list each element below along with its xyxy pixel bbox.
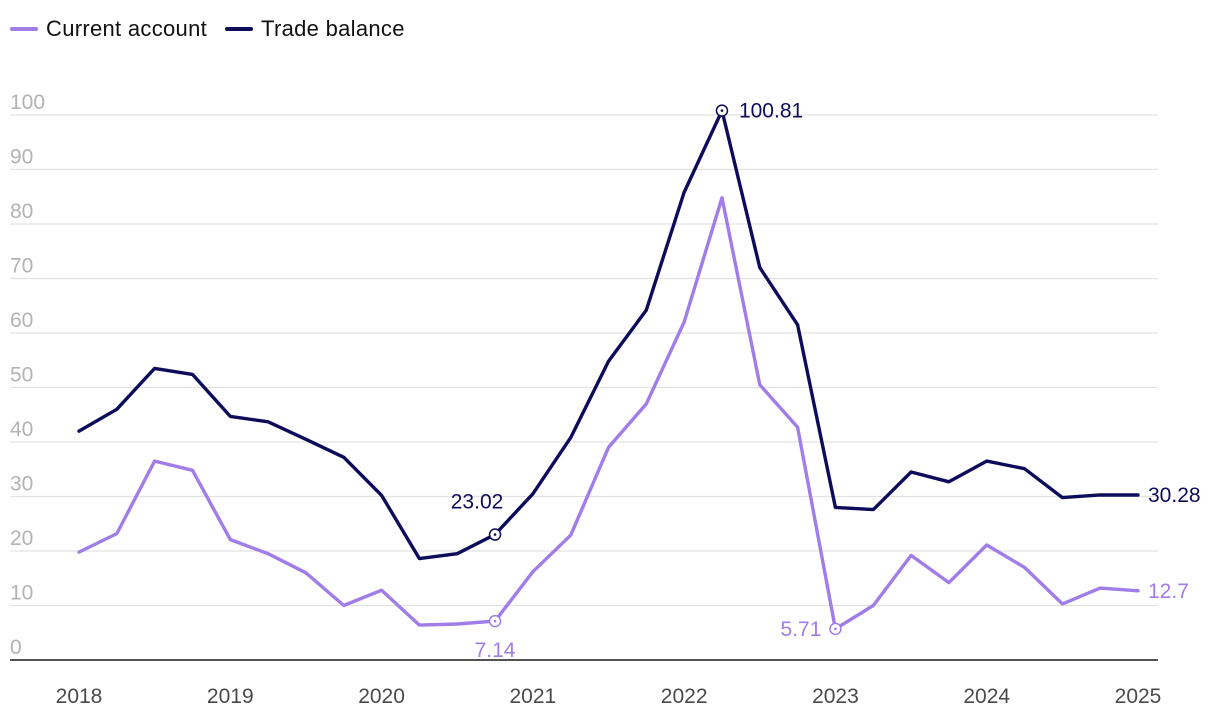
series-line-trade-balance[interactable]	[77, 108, 1140, 561]
legend-item-trade-balance[interactable]: Trade balance	[225, 16, 405, 42]
data-label: 7.14	[475, 639, 516, 662]
x-tick-label: 2024	[963, 685, 1010, 708]
x-tick-label: 2025	[1115, 685, 1162, 708]
y-tick-label: 40	[10, 418, 33, 441]
legend-label-trade-balance: Trade balance	[261, 16, 405, 41]
data-point-marker-dot	[834, 627, 837, 631]
y-tick-label: 20	[10, 527, 33, 550]
y-tick-label: 80	[10, 200, 33, 223]
data-label: 23.02	[451, 491, 504, 514]
data-point-marker-dot	[493, 619, 497, 623]
y-tick-label: 10	[10, 582, 33, 605]
data-label: 100.81	[739, 100, 803, 123]
x-tick-label: 2023	[812, 685, 859, 708]
legend-swatch-trade-balance	[225, 27, 254, 31]
x-tick-label: 2022	[661, 685, 708, 708]
data-label: 5.71	[781, 618, 822, 641]
x-tick-label: 2021	[509, 685, 556, 708]
y-tick-label: 30	[10, 473, 33, 496]
data-label: 12.7	[1148, 580, 1189, 603]
legend-swatch-current-account	[10, 27, 38, 31]
y-tick-label: 70	[10, 255, 33, 278]
y-tick-label: 0	[10, 636, 22, 659]
y-tick-label: 100	[10, 91, 45, 114]
x-tick-label: 2018	[56, 685, 103, 708]
chart-legend: Current account Trade balance	[10, 16, 405, 42]
x-tick-label: 2020	[358, 685, 405, 708]
data-point-marker-dot	[720, 109, 724, 112]
series-line-current-account[interactable]	[77, 196, 1140, 631]
legend-label-current-account: Current account	[46, 16, 208, 41]
y-tick-label: 50	[10, 364, 33, 387]
data-label: 30.28	[1148, 484, 1201, 507]
y-tick-label: 60	[10, 309, 33, 332]
x-tick-label: 2019	[207, 685, 254, 708]
y-tick-label: 90	[10, 146, 33, 169]
legend-item-current-account[interactable]: Current account	[10, 16, 207, 42]
data-point-marker-dot	[493, 533, 497, 536]
